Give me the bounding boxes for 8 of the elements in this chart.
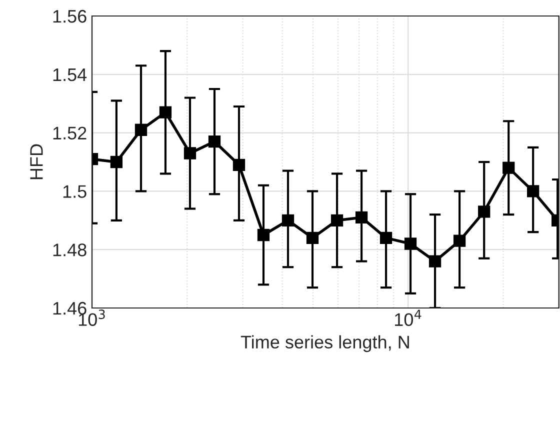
x-axis-title: Time series length, N xyxy=(240,335,409,352)
y-tick-label: 1.5 xyxy=(63,185,86,198)
y-tick-label: 1.52 xyxy=(53,126,86,140)
y-tick-label: 1.56 xyxy=(53,10,86,23)
y-tick-label: 1.48 xyxy=(53,244,86,256)
y-axis-title: HFD xyxy=(30,144,43,180)
x-tick-label: 10$^{4}$ xyxy=(395,310,422,326)
y-tick-label: 1.54 xyxy=(53,68,87,82)
